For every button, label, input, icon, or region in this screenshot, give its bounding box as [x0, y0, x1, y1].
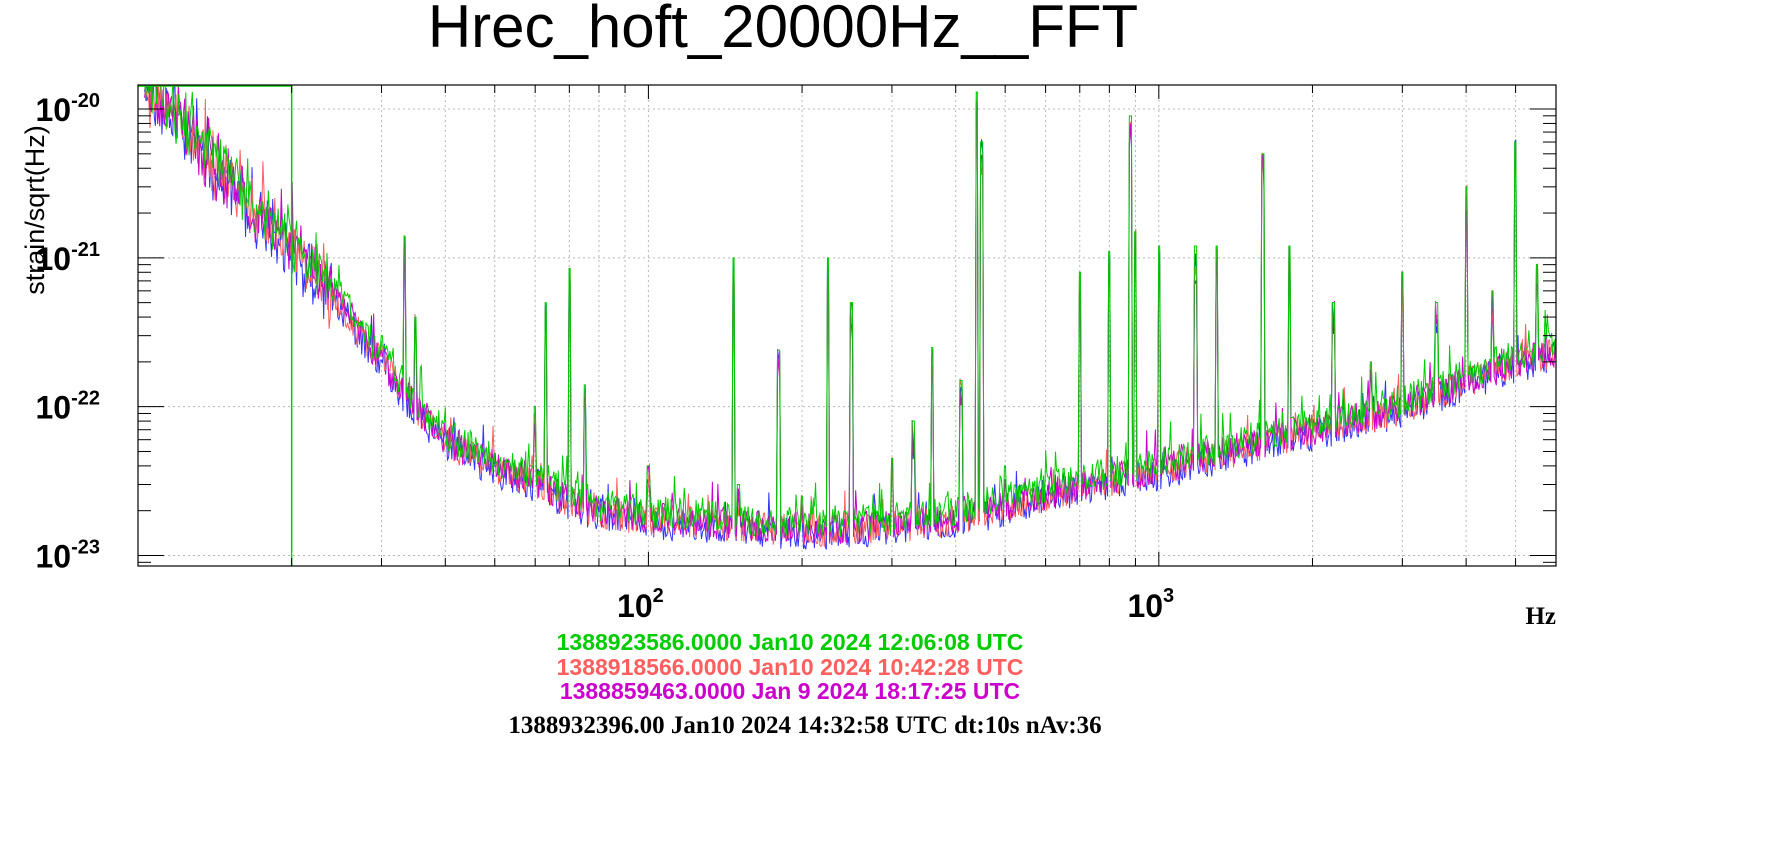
- legend-entry-2: 1388918566.0000 Jan10 2024 10:42:28 UTC: [557, 654, 1024, 680]
- tick-layer: 10-20 10-21 10-22 10-23 102 103: [36, 85, 1557, 624]
- legend-entry-3: 1388859463.0000 Jan 9 2024 18:17:25 UTC: [560, 678, 1020, 704]
- y-tick-label: 10-22: [36, 388, 101, 426]
- x-tick-label: 103: [1127, 585, 1174, 624]
- legend: 1388923586.0000 Jan10 2024 12:06:08 UTC …: [557, 629, 1024, 704]
- footer-timestamp: 1388932396.00 Jan10 2024 14:32:58 UTC dt…: [508, 712, 1101, 739]
- series-line: [144, 85, 1556, 548]
- y-tick-label: 10-23: [36, 536, 101, 574]
- y-tick-label: 10-21: [36, 239, 101, 277]
- plot-frame: [137, 84, 1557, 567]
- y-axis-title: strain/sqrt(Hz): [20, 125, 50, 295]
- legend-entry-1: 1388923586.0000 Jan10 2024 12:06:08 UTC: [557, 629, 1024, 655]
- series-line: [144, 85, 1556, 537]
- series-layer: [138, 85, 1556, 566]
- x-tick-label: 102: [617, 585, 664, 624]
- x-axis-title: Hz: [1525, 603, 1556, 630]
- chart-title: Hrec_hoft_20000Hz__FFT: [428, 0, 1138, 60]
- y-tick-label: 10-20: [36, 90, 101, 128]
